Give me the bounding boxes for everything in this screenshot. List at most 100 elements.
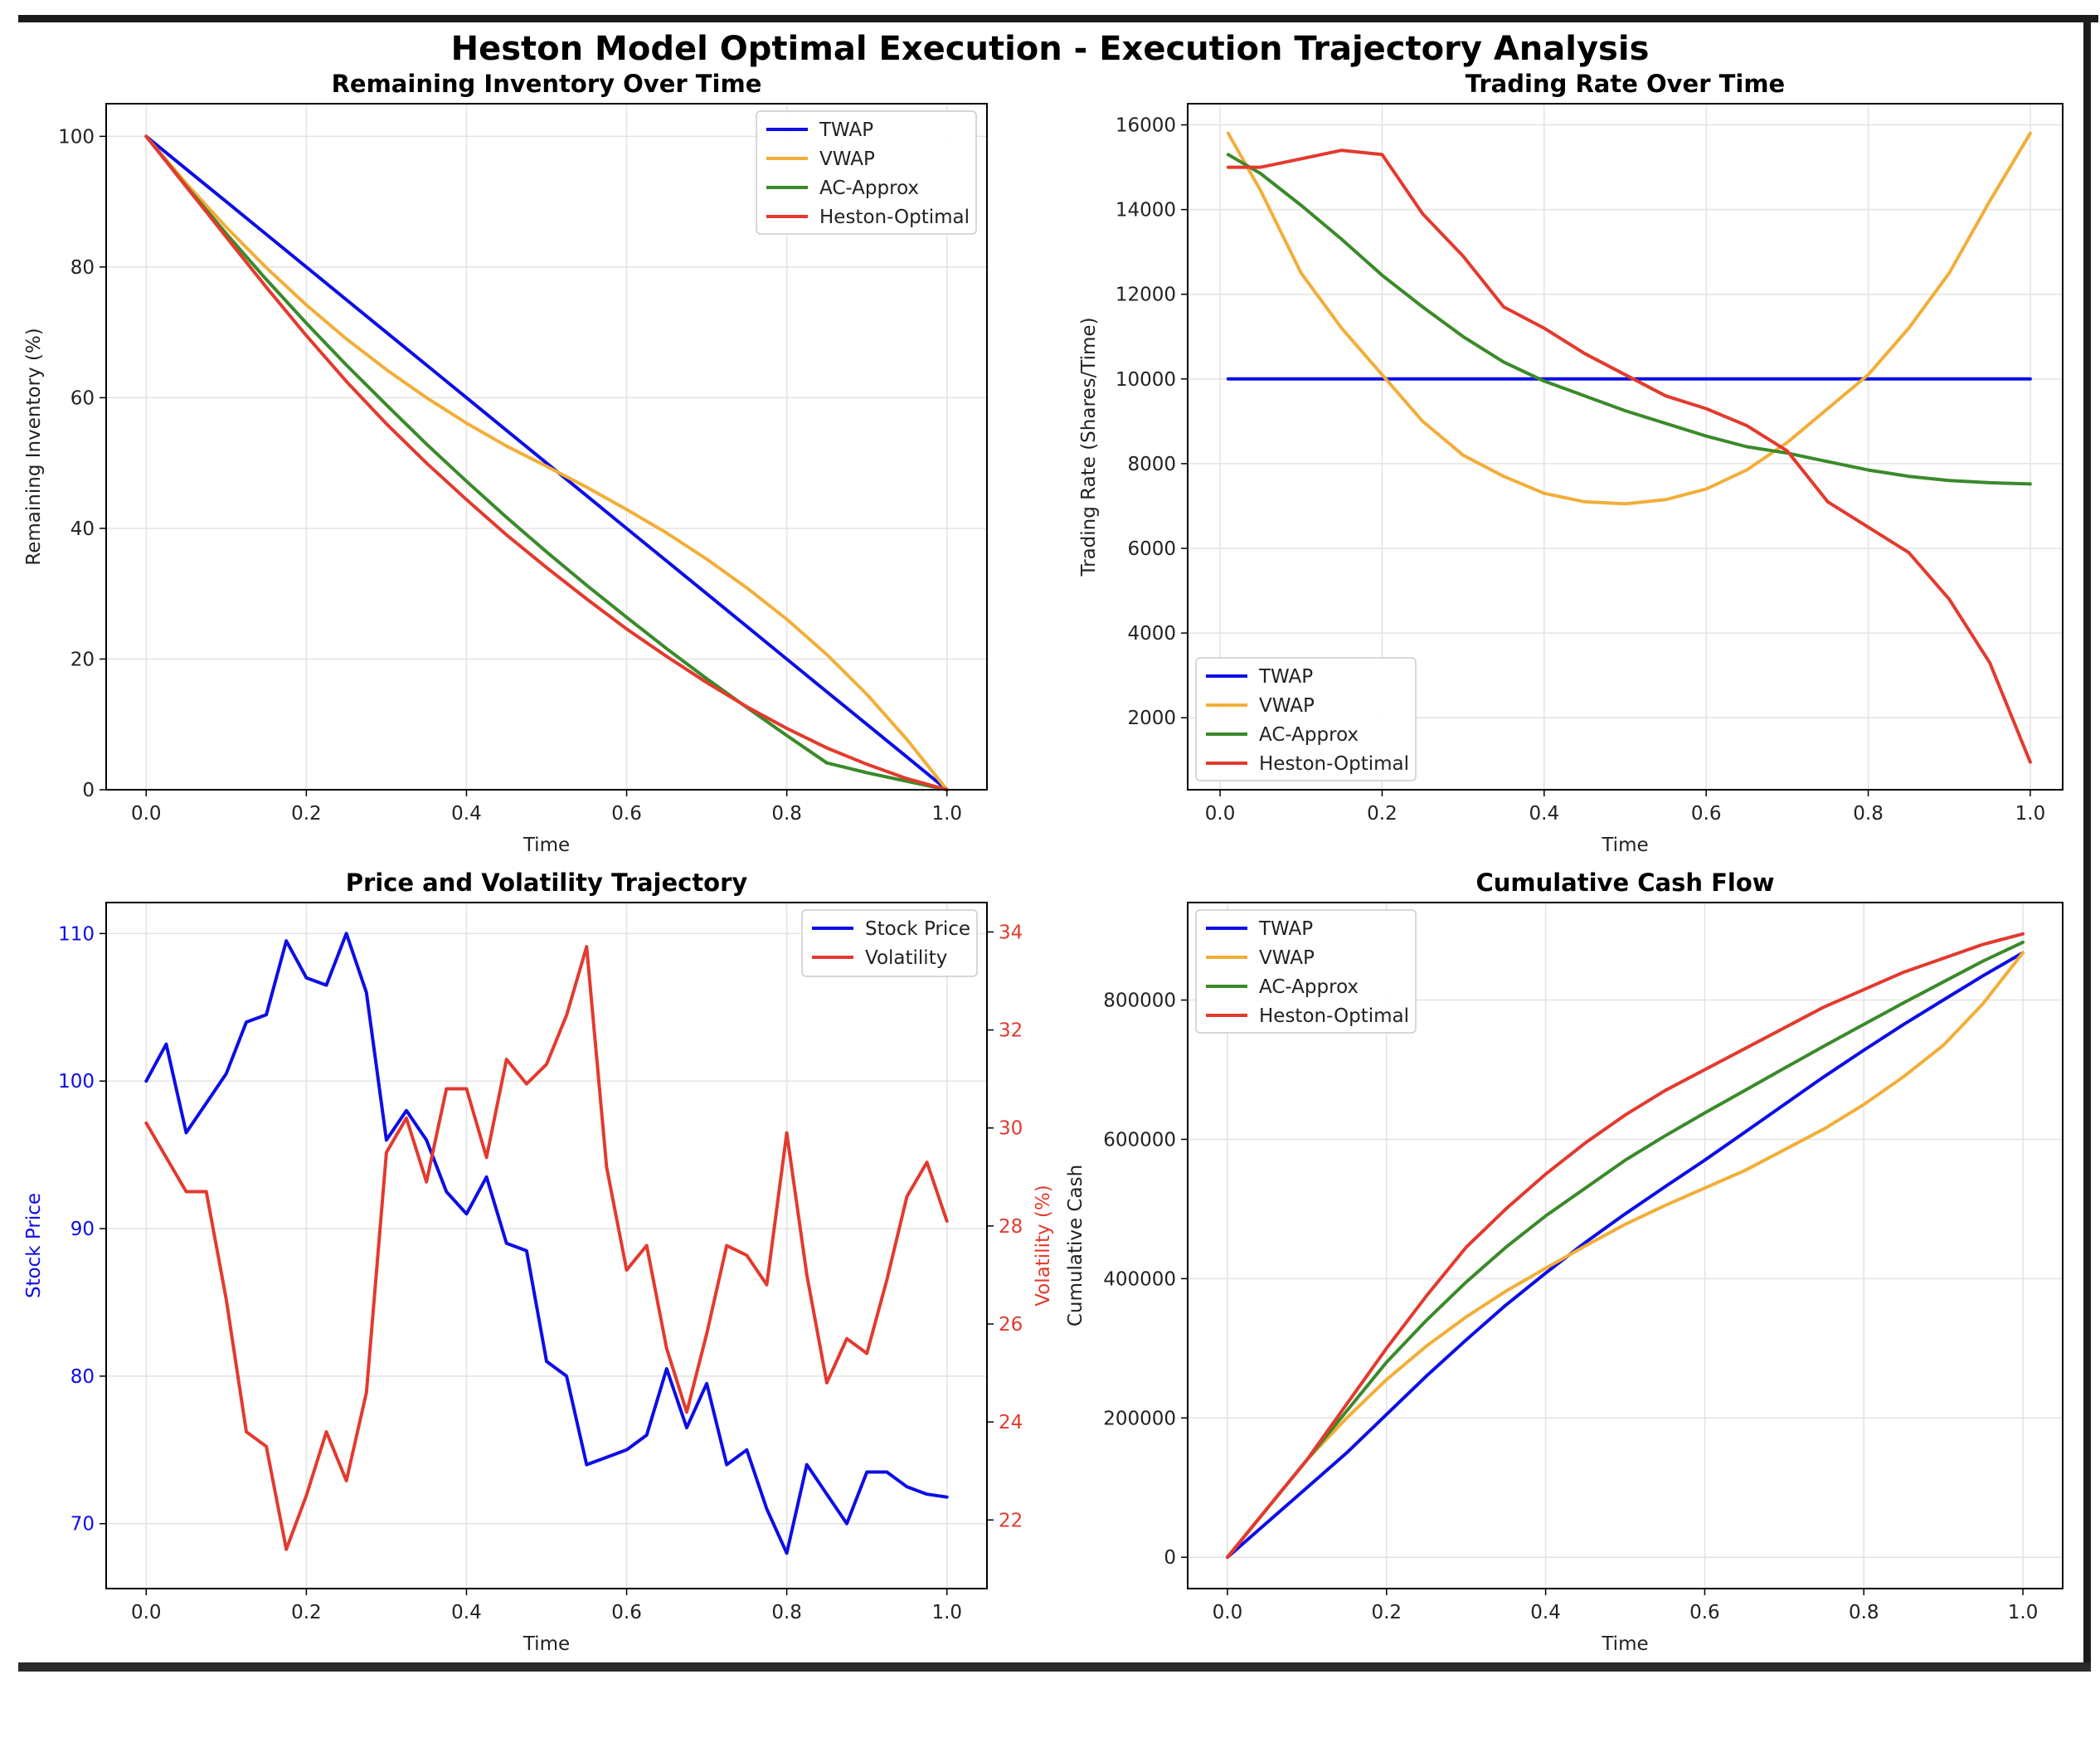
x-tick-label: 0.6: [1691, 803, 1722, 825]
plot-frame: [1187, 103, 2064, 791]
legend-label-volatility: Volatility: [865, 947, 947, 969]
y-tick-label: 20: [70, 649, 95, 670]
frame-top: [18, 15, 2098, 22]
legend: Stock Price Volatility: [801, 909, 978, 977]
x-tick-label: 0.2: [1367, 803, 1398, 825]
x-tick-label: 0.8: [771, 803, 802, 825]
legend-label-heston-optimal: Heston-Optimal: [819, 207, 970, 228]
series-line-heston-optimal: [1226, 932, 2025, 1560]
panel-cumulative-cash: 0.0 0.2 0.4 0.6 0.8 1.0 0 200000 400000 600000 800…: [1065, 869, 2064, 1655]
panel-title: Trading Rate Over Time: [1466, 70, 1785, 98]
series-line-vwap: [144, 134, 949, 791]
y-tick-label: 70: [70, 1514, 95, 1535]
y-tick-label: 16000: [1116, 115, 1176, 137]
x-axis-label: Time: [523, 1633, 570, 1655]
x-tick-label: 1.0: [931, 803, 962, 825]
legend-label-ac-approx: AC-Approx: [1259, 724, 1359, 746]
y-tick-label: 14000: [1116, 200, 1176, 221]
legend-label-vwap: VWAP: [1259, 947, 1315, 969]
x-tick-label: 0.8: [771, 1602, 802, 1623]
frame-right: [2083, 15, 2091, 1670]
y-right-tick-label: 32: [999, 1020, 1023, 1042]
legend-label-vwap: VWAP: [1259, 695, 1315, 717]
x-tick-label: 0.4: [451, 803, 482, 825]
y-tick-label: 12000: [1116, 285, 1176, 306]
x-tick-label: 0.0: [131, 1602, 162, 1623]
legend-box: [1195, 657, 1417, 781]
panel-title: Price and Volatility Trajectory: [346, 869, 748, 897]
series-line-heston-optimal: [144, 134, 949, 791]
x-tick-label: 0.2: [291, 803, 322, 825]
y-tick-label: 8000: [1127, 454, 1176, 475]
y-right-tick-label: 26: [999, 1314, 1023, 1336]
x-tick-label: 0.6: [611, 803, 642, 825]
y-tick-label: 60: [70, 387, 95, 409]
series-line-heston-optimal: [1226, 148, 2032, 764]
legend: TWAP VWAP AC-Approx Heston-Optimal: [1195, 657, 1417, 781]
series-line-volatility: [144, 945, 949, 1551]
legend-label-twap: TWAP: [1258, 666, 1313, 688]
plot-frame: [105, 103, 988, 791]
legend: TWAP VWAP AC-Approx Heston-Optimal: [756, 110, 977, 235]
x-tick-label: 0.8: [1849, 1602, 1879, 1623]
series-line-stock-price: [144, 932, 949, 1555]
panel-price-volatility: 0.0 0.2 0.4 0.6 0.8 1.0 70 80 90 100 110 22 24 26 28 30…: [23, 869, 1054, 1655]
series-line-twap: [144, 134, 949, 791]
y-tick-label: 2000: [1127, 708, 1176, 729]
figure-title: Heston Model Optimal Execution - Executi…: [451, 30, 1650, 68]
x-tick-label: 0.2: [1371, 1602, 1402, 1623]
x-tick-label: 0.2: [291, 1602, 322, 1623]
series-line-ac-approx: [1226, 153, 2032, 486]
legend-label-stock-price: Stock Price: [865, 918, 970, 940]
x-axis-label: Time: [1601, 1633, 1648, 1655]
plot-frame: [1187, 902, 2064, 1589]
legend-label-heston-optimal: Heston-Optimal: [1259, 1005, 1409, 1027]
x-axis-label: Time: [1601, 835, 1648, 856]
y-axis-label: Remaining Inventory (%): [23, 328, 45, 565]
y-tick-label: 600000: [1103, 1129, 1176, 1151]
y-tick-label: 0: [82, 780, 95, 801]
y-axis-label: Cumulative Cash: [1065, 1165, 1086, 1326]
series-line-vwap: [1226, 131, 2032, 506]
y-tick-label: 80: [70, 1366, 95, 1388]
x-tick-label: 0.4: [1530, 1602, 1561, 1623]
x-axis-label: Time: [523, 835, 570, 856]
x-tick-label: 0.0: [1213, 1602, 1243, 1623]
legend-label-ac-approx: AC-Approx: [1259, 976, 1359, 998]
y-right-tick-label: 28: [999, 1216, 1023, 1238]
y-axis-label: Stock Price: [23, 1193, 45, 1298]
series-line-twap: [1226, 951, 2025, 1560]
y-tick-label: 100: [58, 1071, 95, 1093]
y-tick-label: 400000: [1103, 1268, 1176, 1290]
x-tick-label: 0.4: [1529, 803, 1560, 825]
x-tick-label: 0.6: [611, 1602, 642, 1623]
series-line-ac-approx: [1226, 940, 2025, 1560]
y-tick-label: 4000: [1127, 623, 1176, 645]
y-tick-label: 0: [1164, 1547, 1176, 1569]
y-tick-label: 10000: [1116, 369, 1176, 391]
legend-box: [1195, 909, 1417, 1034]
y-right-tick-label: 34: [999, 922, 1023, 943]
y-tick-label: 6000: [1127, 538, 1176, 560]
y-right-tick-label: 24: [999, 1412, 1023, 1433]
panel-title: Remaining Inventory Over Time: [332, 70, 762, 98]
series-line-vwap: [1226, 951, 2025, 1560]
y-axis-label: Trading Rate (Shares/Time): [1078, 317, 1100, 577]
y-tick-label: 800000: [1103, 990, 1176, 1012]
legend-label-vwap: VWAP: [819, 148, 875, 170]
x-tick-label: 1.0: [2008, 1602, 2039, 1623]
legend-label-twap: TWAP: [819, 119, 873, 141]
legend-label-twap: TWAP: [1258, 918, 1313, 940]
y-right-tick-label: 22: [999, 1510, 1023, 1531]
plot-frame: [105, 902, 988, 1589]
series-line-ac-approx: [144, 134, 949, 791]
panel-remaining-inventory: 0.0 0.2 0.4 0.6 0.8 1.0 0 20 40 60 80 100 Remaining …: [23, 70, 988, 856]
panel-trading-rate: 0.0 0.2 0.4 0.6 0.8 1.0 2000 4000 6000 8000 10000 1…: [1078, 70, 2064, 856]
x-tick-label: 1.0: [2015, 803, 2046, 825]
panel-title: Cumulative Cash Flow: [1475, 869, 1774, 897]
x-tick-label: 0.8: [1853, 803, 1884, 825]
x-tick-label: 0.6: [1689, 1602, 1720, 1623]
y-axis-label-right: Volatility (%): [1033, 1185, 1054, 1306]
x-tick-label: 0.0: [1205, 803, 1236, 825]
